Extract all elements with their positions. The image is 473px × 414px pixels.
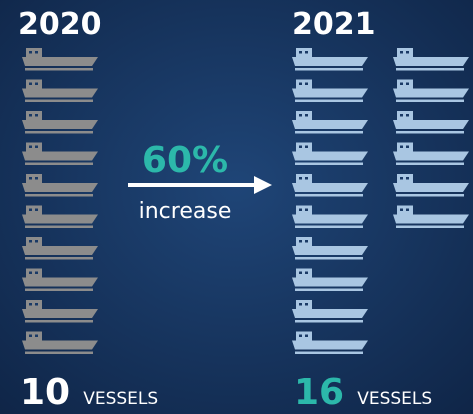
ship-icon bbox=[22, 48, 98, 71]
count-left: 10 bbox=[20, 372, 70, 413]
count-right: 16 bbox=[294, 372, 344, 413]
change-label: 60% bbox=[142, 140, 228, 181]
unit-left: VESSELS bbox=[83, 389, 158, 409]
ship-icon bbox=[22, 300, 98, 323]
ship-icon bbox=[22, 237, 98, 260]
ship-icon bbox=[22, 331, 98, 354]
ship-icon bbox=[22, 142, 98, 165]
ship-icon bbox=[393, 48, 469, 71]
ship-icon bbox=[292, 174, 368, 197]
ship-icon bbox=[292, 142, 368, 165]
ship-icon bbox=[292, 268, 368, 291]
ship-icon bbox=[292, 300, 368, 323]
year-left: 2020 bbox=[18, 7, 102, 42]
ship-icon bbox=[22, 111, 98, 134]
unit-right: VESSELS bbox=[357, 389, 432, 409]
ship-icon bbox=[393, 205, 469, 228]
ship-icon bbox=[292, 205, 368, 228]
ship-icon bbox=[393, 79, 469, 102]
ship-icon bbox=[292, 111, 368, 134]
ship-icon bbox=[22, 205, 98, 228]
ship-icon bbox=[292, 48, 368, 71]
ship-icon bbox=[292, 79, 368, 102]
caption: increase bbox=[139, 199, 232, 224]
year-right: 2021 bbox=[292, 7, 376, 42]
ship-icon bbox=[393, 174, 469, 197]
ship-icon bbox=[22, 79, 98, 102]
ship-icon bbox=[292, 237, 368, 260]
ship-icon bbox=[292, 331, 368, 354]
total-right: 16 VESSELS bbox=[294, 372, 432, 413]
ship-icon bbox=[393, 111, 469, 134]
ship-icons bbox=[22, 48, 469, 354]
ship-icon bbox=[22, 174, 98, 197]
ship-icon bbox=[393, 142, 469, 165]
total-left: 10 VESSELS bbox=[20, 372, 158, 413]
ship-icon bbox=[22, 268, 98, 291]
arrow bbox=[128, 176, 272, 194]
